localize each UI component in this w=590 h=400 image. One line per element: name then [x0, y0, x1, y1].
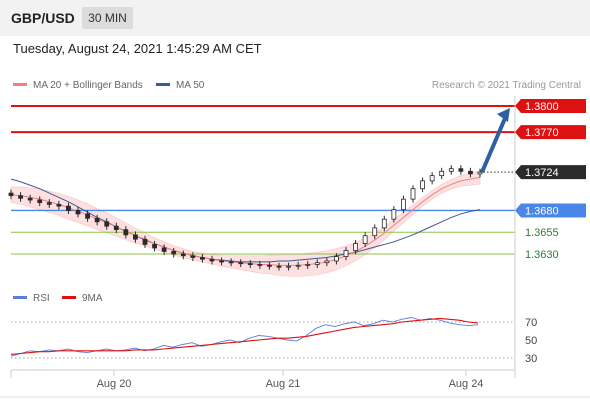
- candle-body: [190, 255, 196, 258]
- candle-body: [209, 258, 215, 262]
- candle-body: [439, 170, 445, 177]
- price-label-bg: [515, 99, 586, 113]
- rsi-tick-label: 30: [525, 353, 537, 365]
- price-label: 1.3724: [525, 167, 559, 179]
- candle-body: [420, 180, 425, 190]
- legend-9ma-label: 9MA: [82, 293, 103, 304]
- candle-body: [247, 263, 253, 265]
- candle-body: [161, 247, 167, 252]
- x-axis-label: Aug 20: [97, 378, 132, 390]
- candle-body: [133, 234, 138, 240]
- candle-body: [353, 243, 358, 251]
- legend-ma20: MA 20 + Bollinger Bands: [13, 80, 143, 91]
- x-axis-label: Aug 21: [266, 378, 301, 390]
- candle-body: [410, 188, 416, 200]
- candle-body: [381, 218, 387, 229]
- candle-body: [429, 175, 435, 182]
- candle-body: [401, 198, 406, 210]
- candle-body: [448, 168, 454, 172]
- candle-body: [123, 229, 129, 236]
- candle-body: [56, 203, 62, 207]
- rsi-tick-label: 70: [525, 317, 537, 329]
- price-label-bg: [515, 165, 586, 180]
- candle-body: [468, 170, 473, 175]
- candle-body: [267, 264, 272, 267]
- candle-body: [286, 265, 291, 268]
- forecast-arrowhead: [497, 108, 510, 122]
- price-label: 1.3655: [525, 227, 559, 239]
- candle-body: [391, 209, 397, 220]
- price-label: 1.3770: [525, 127, 559, 139]
- ma20-swatch: [13, 82, 27, 86]
- candle-body: [276, 265, 282, 268]
- symbol-title: GBP/USD: [11, 10, 75, 26]
- candle-body: [219, 260, 224, 263]
- candle-body: [334, 256, 339, 262]
- legend-rsi-label: RSI: [33, 293, 50, 304]
- ma50-swatch: [156, 82, 170, 86]
- price-label-bg: [515, 125, 586, 140]
- candle-body: [372, 227, 378, 237]
- candle-body: [324, 260, 330, 264]
- candle-body: [362, 235, 368, 244]
- legend-ma20-label: MA 20 + Bollinger Bands: [33, 80, 143, 91]
- bollinger-bands: [10, 170, 481, 277]
- legend-9ma: 9MA: [62, 293, 103, 304]
- rsi-line: [10, 317, 479, 357]
- price-label-bg: [515, 203, 586, 218]
- x-axis-label: Aug 24: [449, 378, 484, 390]
- candle-body: [477, 171, 483, 175]
- candle-body: [257, 264, 263, 266]
- candle-body: [314, 262, 320, 265]
- chart-datetime: Tuesday, August 24, 2021 1:45:29 AM CET: [13, 41, 262, 56]
- candle-body: [238, 262, 244, 265]
- timeframe-button[interactable]: 30 MIN: [82, 7, 133, 29]
- candle-body: [46, 202, 52, 205]
- candle-body: [458, 168, 464, 172]
- rsi-9ma-line: [10, 317, 479, 355]
- candle-body: [18, 195, 23, 199]
- ma9-swatch: [62, 295, 76, 299]
- candle-body: [180, 253, 186, 257]
- candle-body: [75, 210, 81, 215]
- rsi-tick-label: 50: [525, 335, 537, 347]
- candle-body: [171, 250, 177, 255]
- candle-body: [8, 192, 14, 197]
- candle-body: [152, 244, 157, 249]
- candle-body: [343, 250, 349, 258]
- candle-body: [142, 238, 148, 245]
- price-label: 1.3800: [525, 101, 559, 113]
- legend-rsi: RSI: [13, 293, 50, 304]
- credit-text: Research © 2021 Trading Central: [431, 80, 581, 91]
- candle-body: [305, 264, 311, 266]
- price-label: 1.3630: [525, 249, 559, 261]
- candle-body: [94, 217, 100, 223]
- candle-body: [104, 221, 110, 227]
- candle-body: [295, 264, 301, 267]
- ma50-line: [10, 178, 481, 263]
- legend-ma50-label: MA 50: [176, 80, 205, 91]
- rsi-swatch: [13, 295, 27, 299]
- candle-body: [37, 199, 43, 204]
- legend-ma50: MA 50: [156, 80, 204, 91]
- candle-body: [85, 213, 90, 219]
- candle-body: [200, 257, 205, 260]
- price-label: 1.3680: [525, 205, 559, 217]
- candle-body: [113, 225, 119, 231]
- candle-body: [66, 205, 71, 211]
- candle-body: [228, 261, 234, 264]
- forecast-arrow: [480, 115, 508, 173]
- candle-body: [27, 197, 33, 201]
